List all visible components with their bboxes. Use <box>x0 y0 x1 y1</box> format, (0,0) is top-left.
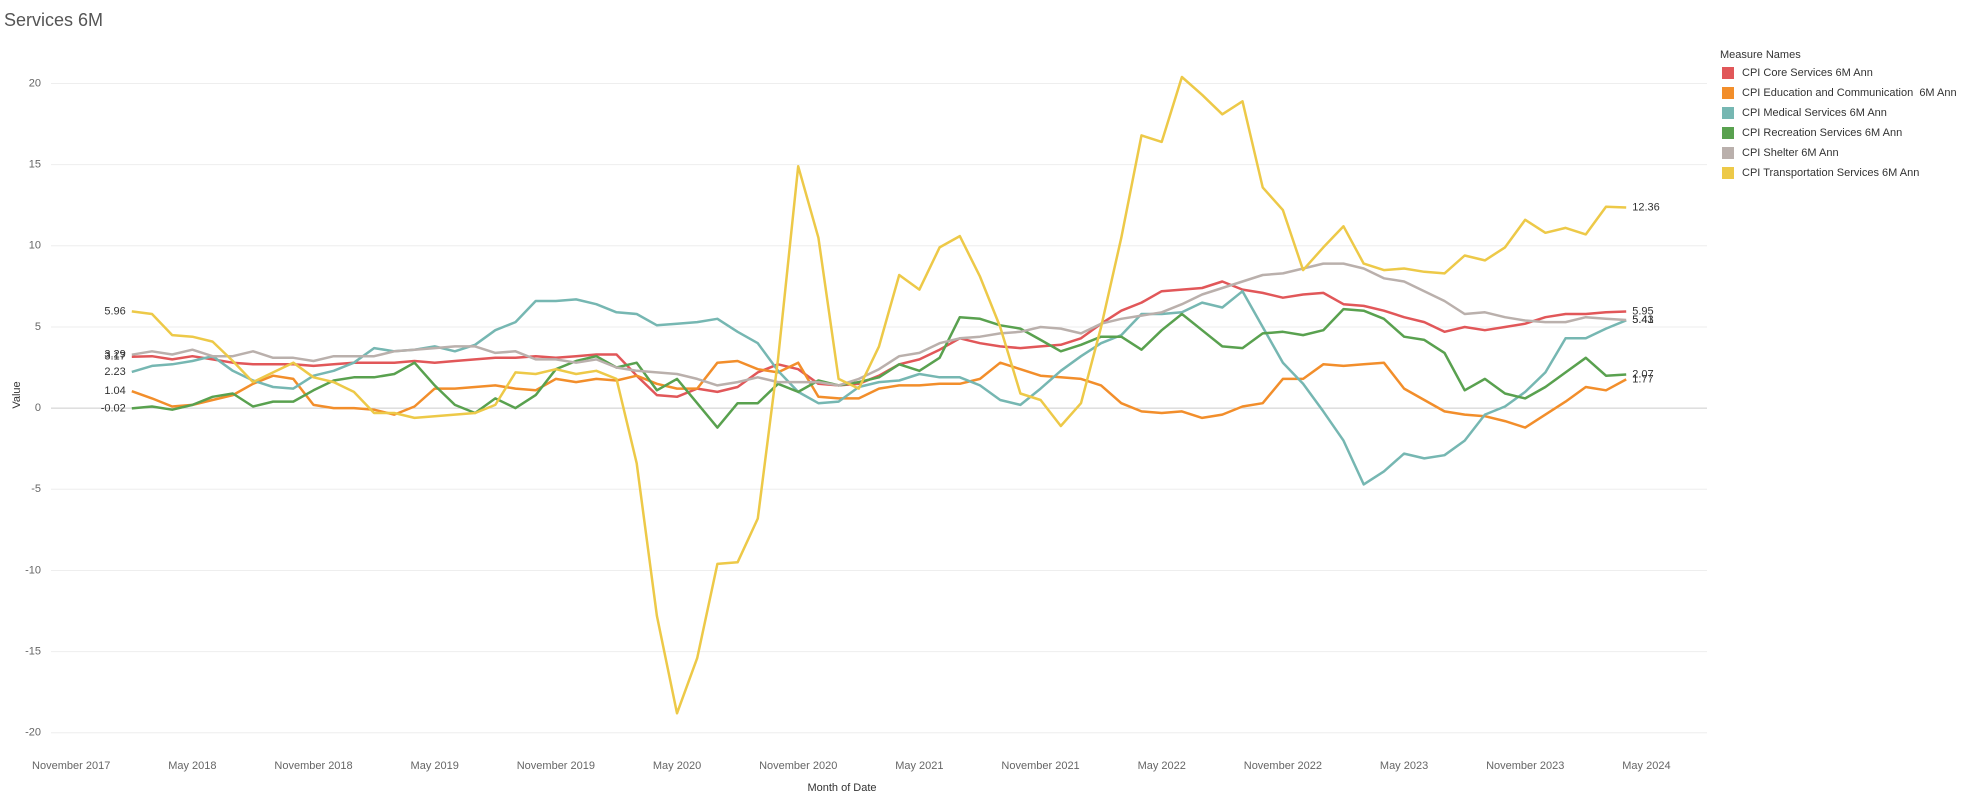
series-line <box>131 280 1627 399</box>
y-tick-label: -15 <box>25 646 41 658</box>
legend-swatch <box>1722 147 1734 159</box>
legend-swatch <box>1722 87 1734 99</box>
data-label: 5.95 <box>1632 305 1653 317</box>
x-tick-label: November 2020 <box>759 760 837 772</box>
x-tick-label: November 2023 <box>1486 760 1564 772</box>
data-label: 2.07 <box>1632 368 1653 380</box>
data-label: 1.04 <box>104 385 125 397</box>
data-label: 12.36 <box>1632 201 1660 213</box>
y-tick-label: 10 <box>29 240 41 252</box>
chart-title: Services 6M <box>4 10 103 30</box>
data-label: 3.29 <box>104 349 125 361</box>
series-line <box>131 75 1627 715</box>
data-label: 2.23 <box>104 366 125 378</box>
x-tick-label: November 2022 <box>1244 760 1322 772</box>
legend-label: CPI Education and Communication 6M Ann <box>1742 87 1957 99</box>
legend-title: Measure Names <box>1720 49 1801 61</box>
legend-swatch <box>1722 167 1734 179</box>
data-label: 3.17 <box>104 351 125 363</box>
y-tick-label: -20 <box>25 727 41 739</box>
data-label: -0.02 <box>101 402 126 414</box>
series-line <box>131 307 1627 429</box>
y-tick-label: -5 <box>31 483 41 495</box>
legend-label: CPI Medical Services 6M Ann <box>1742 107 1887 119</box>
legend-label: CPI Recreation Services 6M Ann <box>1742 127 1902 139</box>
data-label: 5.96 <box>104 305 125 317</box>
series-line <box>131 262 1627 387</box>
legend-swatch <box>1722 127 1734 139</box>
x-tick-label: November 2021 <box>1001 760 1079 772</box>
x-tick-label: May 2020 <box>653 760 701 772</box>
y-tick-label: -10 <box>25 564 41 576</box>
x-tick-label: May 2021 <box>895 760 943 772</box>
legend-swatch <box>1722 107 1734 119</box>
y-tick-label: 0 <box>35 402 41 414</box>
legend-swatch <box>1722 67 1734 79</box>
x-tick-label: November 2019 <box>517 760 595 772</box>
x-tick-label: November 2018 <box>274 760 352 772</box>
x-tick-label: November 2017 <box>32 760 110 772</box>
x-tick-label: May 2024 <box>1622 760 1670 772</box>
y-tick-label: 5 <box>35 321 41 333</box>
x-axis-title: Month of Date <box>807 782 876 794</box>
legend-label: CPI Core Services 6M Ann <box>1742 67 1873 79</box>
legend-label: CPI Shelter 6M Ann <box>1742 147 1839 159</box>
y-tick-label: 20 <box>29 77 41 89</box>
legend-label: CPI Transportation Services 6M Ann <box>1742 167 1919 179</box>
data-label: 5.41 <box>1632 314 1653 326</box>
x-tick-label: May 2018 <box>168 760 216 772</box>
series-line <box>131 289 1627 486</box>
series-line <box>131 359 1627 429</box>
y-tick-label: 15 <box>29 159 41 171</box>
data-label: 5.43 <box>1632 314 1653 326</box>
data-label: 1.77 <box>1632 373 1653 385</box>
x-tick-label: May 2022 <box>1138 760 1186 772</box>
x-tick-label: May 2023 <box>1380 760 1428 772</box>
y-axis-title: Value <box>11 381 23 408</box>
x-tick-label: May 2019 <box>411 760 459 772</box>
